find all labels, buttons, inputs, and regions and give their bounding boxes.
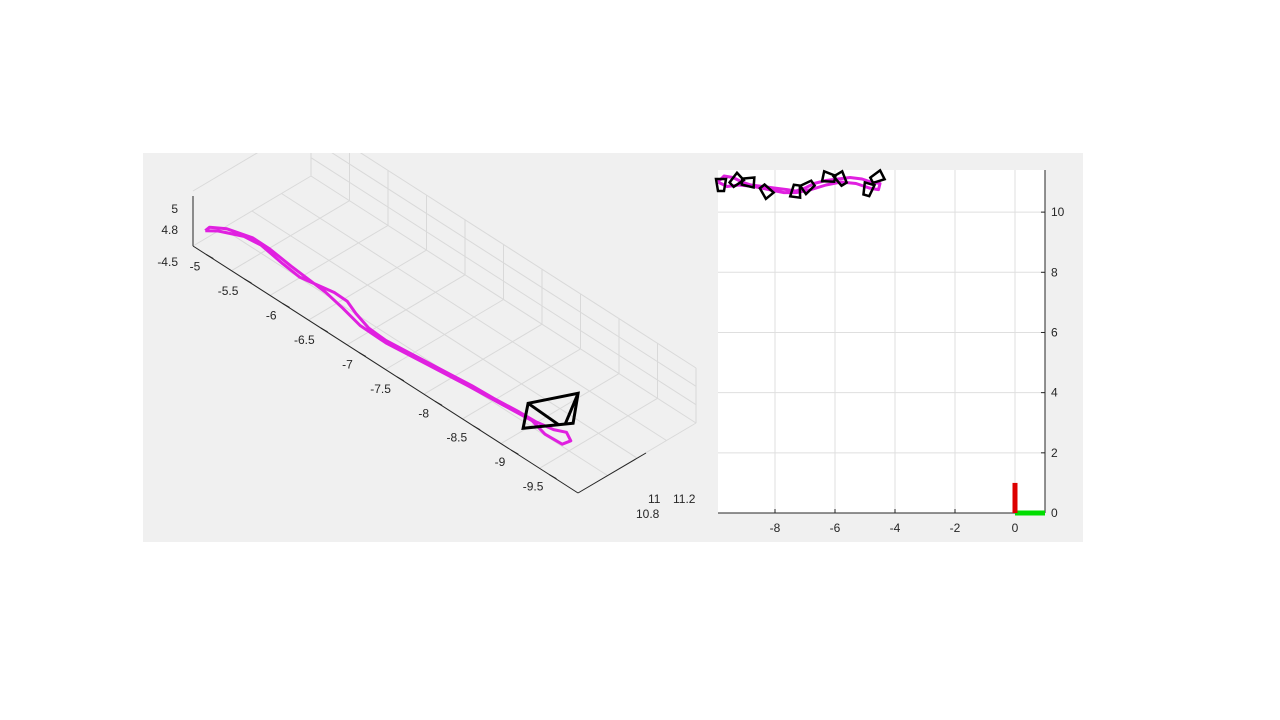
camera-marker xyxy=(788,183,802,200)
y-tick-label: 0 xyxy=(1051,506,1058,520)
x-tick xyxy=(549,474,557,480)
grid-line xyxy=(359,153,697,369)
camera-marker xyxy=(740,176,756,190)
grid-line xyxy=(310,175,697,424)
y-tick-label: 6 xyxy=(1051,325,1058,339)
camera-frustum-edge xyxy=(527,402,559,426)
y-tick-label: 4 xyxy=(1051,386,1058,400)
camera-frustum xyxy=(740,176,756,190)
x-tick-label: 0 xyxy=(1012,521,1019,535)
y-axis-line xyxy=(577,452,647,494)
x-tick-label: -9 xyxy=(495,455,506,469)
trajectory-3d-chart: -5 -5.5 -6 -6.5 -7 -7.5 -8 -8.5 -9 -9.5 10.811 11.2… xyxy=(157,153,697,521)
x-tick-label: -6 xyxy=(266,308,277,322)
x-tick xyxy=(320,327,328,333)
camera-frustum xyxy=(862,180,877,198)
grid-line xyxy=(192,153,259,192)
x-tick xyxy=(472,425,481,431)
trajectory-2d-chart: -8 -6 -4 -2 0 0 2 4 6 8 10 xyxy=(714,168,1065,535)
x-tick xyxy=(206,254,214,259)
camera-frustum xyxy=(521,391,580,430)
camera-marker xyxy=(758,182,776,201)
y-tick-label: 11 xyxy=(648,492,661,506)
y-tick-label: 8 xyxy=(1051,265,1058,279)
x-tick-label: -8.5 xyxy=(446,431,467,445)
x-tick xyxy=(511,449,519,455)
y-tick-label: 10 xyxy=(1051,205,1065,219)
camera-frustum xyxy=(788,183,802,200)
grid-line xyxy=(331,153,697,387)
figure-window: -5 -5.5 -6 -6.5 -7 -7.5 -8 -8.5 -9 -9.5 10.8 11 11.2… xyxy=(143,153,1083,542)
x-tick-label: -4 xyxy=(890,521,901,535)
x-tick xyxy=(282,303,290,308)
camera-frustum xyxy=(831,169,849,188)
camera-frustum xyxy=(758,182,776,201)
y-tick-label: 11.2 xyxy=(673,492,696,506)
x-tick-label: -2 xyxy=(950,521,961,535)
grid-line xyxy=(281,193,667,441)
trajectory-line xyxy=(204,225,573,446)
x-tick-label: -6 xyxy=(830,521,841,535)
z-tick-label: -4.5 xyxy=(157,255,178,269)
camera-marker xyxy=(521,391,580,430)
grid-line xyxy=(310,157,697,406)
x-tick xyxy=(244,278,252,284)
y-tick-label: 10.8 xyxy=(636,507,660,521)
x-tick-label: -5 xyxy=(190,260,201,274)
x-tick-label: -8 xyxy=(770,521,781,535)
x-tick-label: -6.5 xyxy=(294,333,315,347)
x-tick-label: -9.5 xyxy=(523,480,544,494)
z-tick-label: 4.8 xyxy=(161,223,178,237)
plot-area xyxy=(718,170,1045,513)
camera-frustum xyxy=(714,177,728,193)
camera-marker xyxy=(714,177,728,193)
x-tick xyxy=(358,351,367,357)
camera-marker xyxy=(862,180,877,198)
z-tick-label: 5 xyxy=(171,202,178,216)
camera-frustum-edge xyxy=(563,392,580,425)
x-tick xyxy=(434,400,443,406)
y-tick-label: 2 xyxy=(1051,446,1058,460)
camera-frustum xyxy=(798,179,817,197)
camera-marker xyxy=(798,179,817,197)
camera-marker xyxy=(831,169,849,188)
camera-marker xyxy=(868,168,887,185)
x-tick-label: -5.5 xyxy=(218,284,239,298)
x-tick-label: -7.5 xyxy=(370,382,391,396)
x-tick xyxy=(396,376,405,382)
x-tick-label: -7 xyxy=(342,357,353,371)
x-tick-label: -8 xyxy=(418,406,429,420)
camera-frustum xyxy=(868,168,887,185)
